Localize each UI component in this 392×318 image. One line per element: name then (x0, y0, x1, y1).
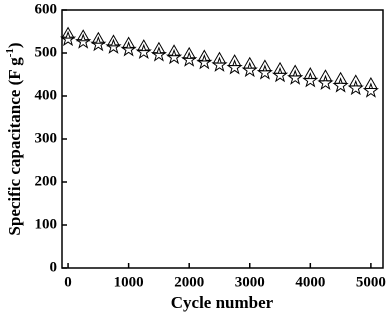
data-point (75, 33, 92, 49)
data-point (197, 49, 212, 62)
y-tick-label: 400 (35, 87, 58, 103)
data-point (152, 41, 166, 54)
data-point (303, 67, 318, 80)
data-point (59, 30, 77, 47)
data-point (136, 39, 151, 52)
x-axis-title: Cycle number (171, 293, 274, 312)
data-point (120, 41, 137, 57)
data-point (362, 82, 379, 98)
data-point (181, 51, 198, 67)
data-point (258, 59, 272, 72)
data-point (256, 64, 273, 80)
data-point (273, 61, 287, 74)
x-tick-label: 1000 (114, 274, 144, 290)
data-point (182, 46, 197, 59)
data-point (288, 64, 303, 77)
data-point (61, 26, 75, 39)
y-axis-title-main: Specific capacitance (F g (5, 57, 24, 236)
data-point (135, 43, 152, 60)
x-tick-label: 2000 (174, 274, 204, 290)
data-point (332, 77, 349, 93)
data-point (287, 69, 304, 85)
data-point (150, 46, 168, 62)
data-point (91, 31, 106, 44)
data-point (165, 48, 183, 65)
data-point (227, 54, 242, 67)
data-point (302, 72, 319, 88)
x-tick-label: 4000 (295, 274, 325, 290)
data-point (106, 34, 121, 47)
data-point (211, 56, 228, 72)
data-point (76, 29, 91, 42)
data-point (364, 76, 378, 89)
data-point (90, 35, 107, 52)
x-tick-label: 0 (64, 274, 72, 290)
data-point (212, 51, 227, 64)
data-point (196, 53, 213, 70)
x-tick-label: 5000 (356, 274, 386, 290)
y-axis-title-sup: -1 (4, 48, 16, 57)
data-point (226, 59, 243, 75)
y-tick-label: 0 (50, 259, 58, 275)
data-point (333, 71, 348, 84)
data-point (241, 61, 258, 78)
y-tick-label: 500 (35, 44, 58, 60)
y-tick-label: 100 (35, 216, 58, 232)
y-tick-label: 600 (35, 1, 58, 17)
data-point (271, 66, 289, 83)
data-point (167, 44, 181, 57)
y-axis-title-close: ) (5, 42, 24, 48)
data-point (105, 38, 122, 54)
data-point (347, 79, 364, 96)
x-tick-label: 3000 (235, 274, 265, 290)
y-axis-title: Specific capacitance (F g-1) (4, 42, 24, 235)
y-tick-label: 200 (35, 173, 58, 189)
y-tick-label: 300 (35, 130, 58, 146)
data-point (121, 36, 136, 49)
data-point (317, 74, 334, 90)
data-point (318, 69, 333, 82)
data-point (242, 56, 257, 69)
data-point (348, 74, 363, 87)
